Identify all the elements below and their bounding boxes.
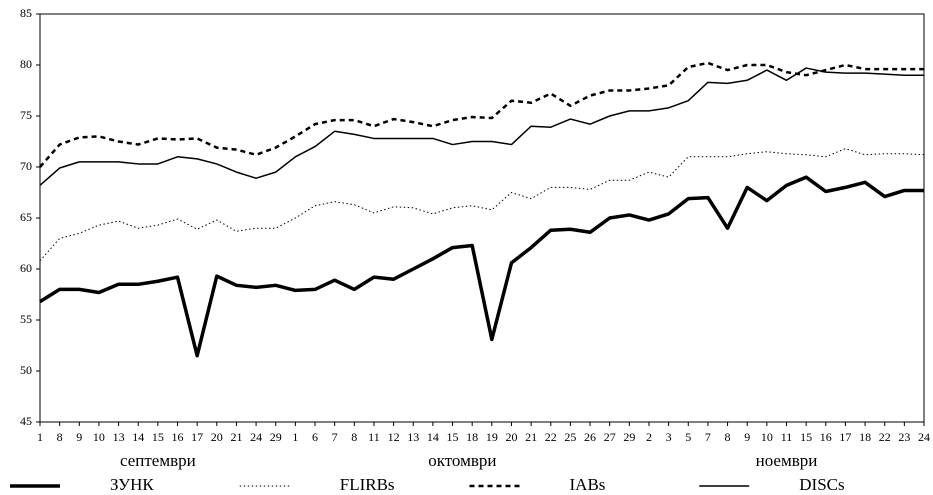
x-tick-label: 22 [879,430,891,444]
x-tick-label: 3 [666,430,672,444]
month-label: октомври [428,451,496,470]
x-tick-label: 6 [312,430,318,444]
x-tick-label: 15 [447,430,459,444]
y-tick-label: 65 [20,210,32,224]
series-line [39,67,924,186]
legend-label: FLIRBs [340,475,395,494]
x-tick-label: 24 [250,430,262,444]
series-line [39,61,924,168]
x-tick-label: 14 [132,430,144,444]
x-tick-label: 18 [859,430,871,444]
y-tick-label: 80 [20,57,32,71]
x-tick-label: 14 [427,430,439,444]
x-tick-label: 16 [172,430,184,444]
y-tick-label: 70 [20,159,32,173]
x-tick-label: 11 [781,430,793,444]
x-tick-label: 15 [152,430,164,444]
x-tick-label: 2 [646,430,652,444]
x-tick-label: 11 [368,430,380,444]
legend-label: ЗУНК [110,475,154,494]
x-tick-label: 20 [505,430,517,444]
x-tick-label: 16 [820,430,832,444]
x-tick-label: 24 [918,430,930,444]
month-label: ноември [756,451,818,470]
x-tick-label: 12 [388,430,400,444]
x-tick-label: 7 [705,430,711,444]
x-tick-label: 1 [292,430,298,444]
x-tick-label: 10 [761,430,773,444]
x-tick-label: 8 [351,430,357,444]
x-tick-label: 10 [93,430,105,444]
month-label: септември [120,451,196,470]
x-tick-label: 13 [113,430,125,444]
series-line [39,148,925,262]
plot-frame [39,13,925,423]
legend-label: DISCs [799,475,844,494]
y-tick-label: 85 [20,6,32,20]
y-tick-label: 75 [20,108,32,122]
x-tick-label: 27 [604,430,616,444]
x-tick-label: 19 [486,430,498,444]
x-tick-label: 22 [545,430,557,444]
x-tick-label: 26 [584,430,596,444]
y-tick-label: 50 [20,363,32,377]
x-tick-label: 17 [191,430,203,444]
x-tick-label: 17 [839,430,851,444]
x-tick-label: 21 [230,430,242,444]
x-tick-label: 29 [623,430,635,444]
y-tick-label: 45 [20,414,32,428]
x-tick-label: 20 [211,430,223,444]
y-tick-label: 60 [20,261,32,275]
x-tick-label: 8 [57,430,63,444]
x-tick-label: 13 [407,430,419,444]
x-tick-label: 23 [898,430,910,444]
series-line [39,175,924,358]
x-tick-label: 29 [270,430,282,444]
y-tick-label: 55 [20,312,32,326]
x-tick-label: 7 [332,430,338,444]
x-tick-label: 5 [685,430,691,444]
x-tick-label: 9 [744,430,750,444]
x-tick-label: 25 [564,430,576,444]
x-tick-label: 9 [76,430,82,444]
x-tick-label: 15 [800,430,812,444]
legend-label: IABs [570,475,606,494]
x-tick-label: 1 [37,430,43,444]
x-tick-label: 8 [725,430,731,444]
x-tick-label: 21 [525,430,537,444]
x-tick-label: 18 [466,430,478,444]
